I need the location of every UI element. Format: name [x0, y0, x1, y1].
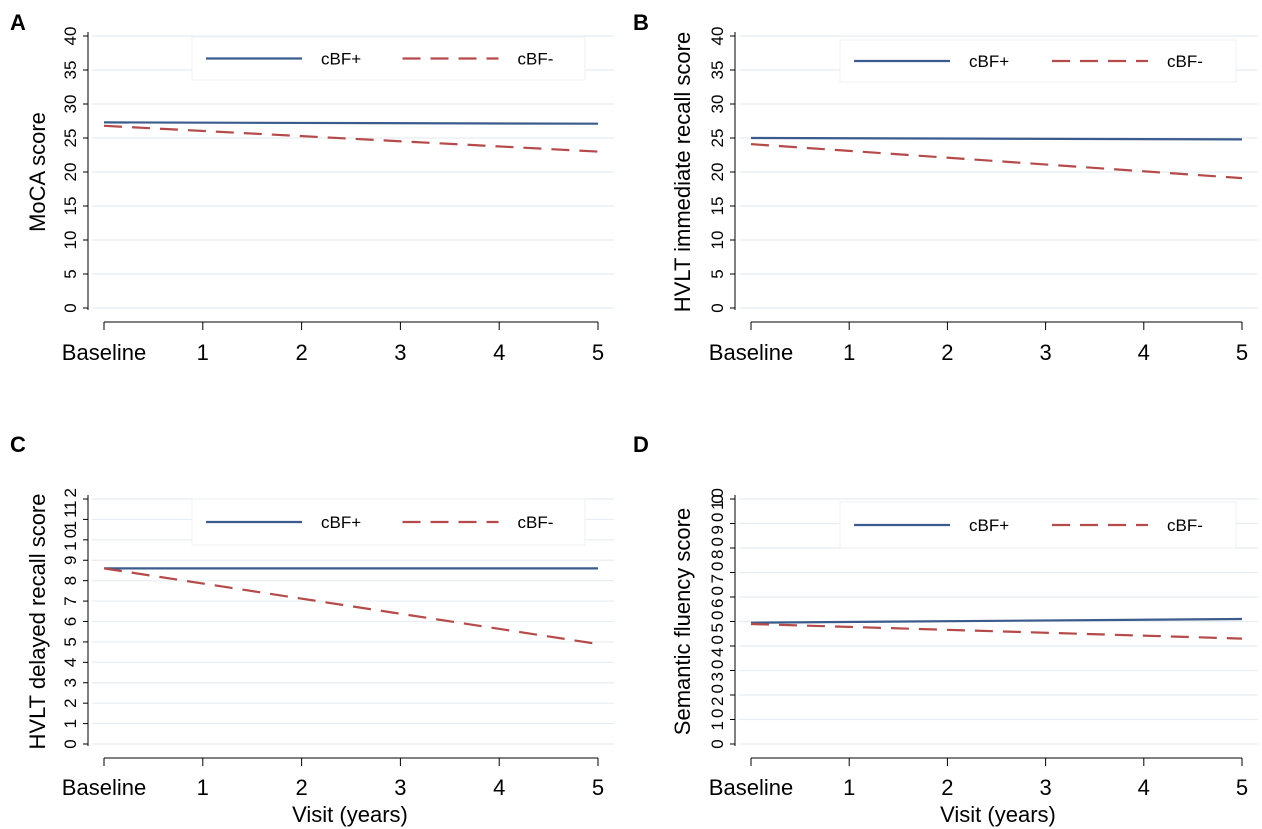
y-tick-label: 10: [708, 231, 727, 250]
y-tick-label: 30: [708, 660, 727, 682]
legend-label: cBF-: [518, 50, 554, 69]
x-tick-label: 2: [941, 340, 953, 365]
y-axis-label: HVLT immediate recall score: [670, 32, 695, 312]
y-tick-label: 10: [61, 529, 80, 551]
y-tick-label: 90: [708, 513, 727, 535]
legend-label: cBF-: [518, 513, 554, 532]
x-tick-label: 3: [394, 775, 406, 800]
legend-label: cBF+: [321, 513, 361, 532]
x-tick-label: 5: [592, 340, 604, 365]
series-line-cbf-pos: [750, 617, 1243, 624]
legend-label: cBF-: [1167, 516, 1203, 535]
series-line-cbf-neg: [750, 622, 1243, 640]
y-tick-label: 70: [708, 562, 727, 584]
y-tick-label: 6: [61, 617, 80, 626]
legend-label: cBF+: [969, 516, 1009, 535]
y-tick-label: 1: [61, 719, 80, 728]
y-tick-label: 4: [61, 658, 80, 667]
y-tick-label: 80: [708, 537, 727, 559]
y-tick-label: 100: [708, 488, 727, 510]
x-tick-label: 2: [295, 340, 307, 365]
y-tick-label: 25: [61, 129, 80, 148]
x-tick-label: 4: [1138, 775, 1150, 800]
y-tick-label: 8: [61, 576, 80, 585]
y-tick-label: 50: [708, 611, 727, 633]
x-tick-label: Baseline: [62, 340, 146, 365]
y-tick-label: 40: [708, 635, 727, 657]
legend-label: cBF-: [1167, 52, 1203, 71]
y-tick-label: 3: [61, 678, 80, 687]
y-tick-label: 9: [61, 556, 80, 565]
panel-letter: C: [10, 432, 26, 457]
y-tick-label: 0: [708, 303, 727, 312]
y-tick-label: 20: [708, 684, 727, 706]
legend: cBF+ cBF-: [839, 501, 1237, 549]
legend: cBF+ cBF-: [839, 39, 1237, 83]
y-tick-label: 35: [61, 61, 80, 80]
x-tick-label: Baseline: [62, 775, 146, 800]
y-tick-label: 5: [61, 269, 80, 278]
x-tick-label: 4: [493, 340, 505, 365]
legend-label: cBF+: [969, 52, 1009, 71]
x-tick-label: 3: [1039, 340, 1051, 365]
panel-letter: A: [10, 10, 26, 35]
panel-b: B 0 5 10 15 20 25 30 35 40 Baseline 1 2 3 4 5 HVLT immed…: [633, 10, 1258, 365]
x-tick-label: 3: [394, 340, 406, 365]
y-tick-label: 25: [708, 129, 727, 148]
y-axis-label: Semantic fluency score: [670, 508, 695, 735]
y-tick-label: 5: [708, 269, 727, 278]
panel-letter: B: [633, 10, 649, 35]
y-tick-label: 12: [61, 488, 80, 510]
y-tick-label: 30: [708, 95, 727, 114]
x-tick-label: 5: [1236, 775, 1248, 800]
y-tick-label: 40: [61, 27, 80, 46]
y-tick-label: 30: [61, 95, 80, 114]
legend: cBF+ cBF-: [191, 36, 586, 81]
y-tick-label: 7: [61, 596, 80, 605]
x-tick-label: 5: [1236, 340, 1248, 365]
y-tick-label: 10: [708, 709, 727, 731]
x-tick-label: 2: [295, 775, 307, 800]
y-tick-label: 20: [708, 163, 727, 182]
x-tick-label: 2: [941, 775, 953, 800]
panel-a: A 0 5 10 15 20 25 30 35 40 Baseline 1 2 3 4 5 MoCA score…: [10, 10, 614, 365]
y-tick-label: 15: [61, 197, 80, 216]
y-tick-label: 60: [708, 586, 727, 608]
x-axis-label: Visit (years): [292, 802, 408, 827]
panel-letter: D: [633, 432, 649, 457]
y-tick-label: 10: [61, 231, 80, 250]
y-tick-label: 0: [708, 739, 727, 748]
series-line-cbf-pos: [750, 136, 1243, 141]
x-tick-label: 1: [843, 775, 855, 800]
legend-label: cBF+: [321, 50, 361, 69]
x-axis-label: Visit (years): [940, 802, 1056, 827]
y-tick-label: 0: [61, 303, 80, 312]
y-tick-label: 20: [61, 163, 80, 182]
x-tick-label: 4: [1138, 340, 1150, 365]
y-tick-label: 2: [61, 698, 80, 707]
x-tick-label: Baseline: [709, 340, 793, 365]
y-tick-label: 11: [61, 508, 80, 530]
x-tick-label: 4: [493, 775, 505, 800]
y-tick-label: 5: [61, 637, 80, 646]
x-tick-label: 3: [1039, 775, 1051, 800]
x-tick-label: Baseline: [709, 775, 793, 800]
x-tick-label: 1: [197, 775, 209, 800]
y-tick-label: 40: [708, 27, 727, 46]
x-tick-label: 1: [843, 340, 855, 365]
y-tick-label: 35: [708, 61, 727, 80]
series-line-cbf-pos: [103, 121, 599, 125]
y-axis-label: MoCA score: [25, 112, 50, 232]
y-axis-label: HVLT delayed recall score: [25, 494, 50, 750]
x-tick-label: 1: [197, 340, 209, 365]
y-tick-label: 0: [61, 739, 80, 748]
y-tick-label: 15: [708, 197, 727, 216]
x-tick-label: 5: [592, 775, 604, 800]
legend: cBF+ cBF-: [191, 498, 586, 546]
